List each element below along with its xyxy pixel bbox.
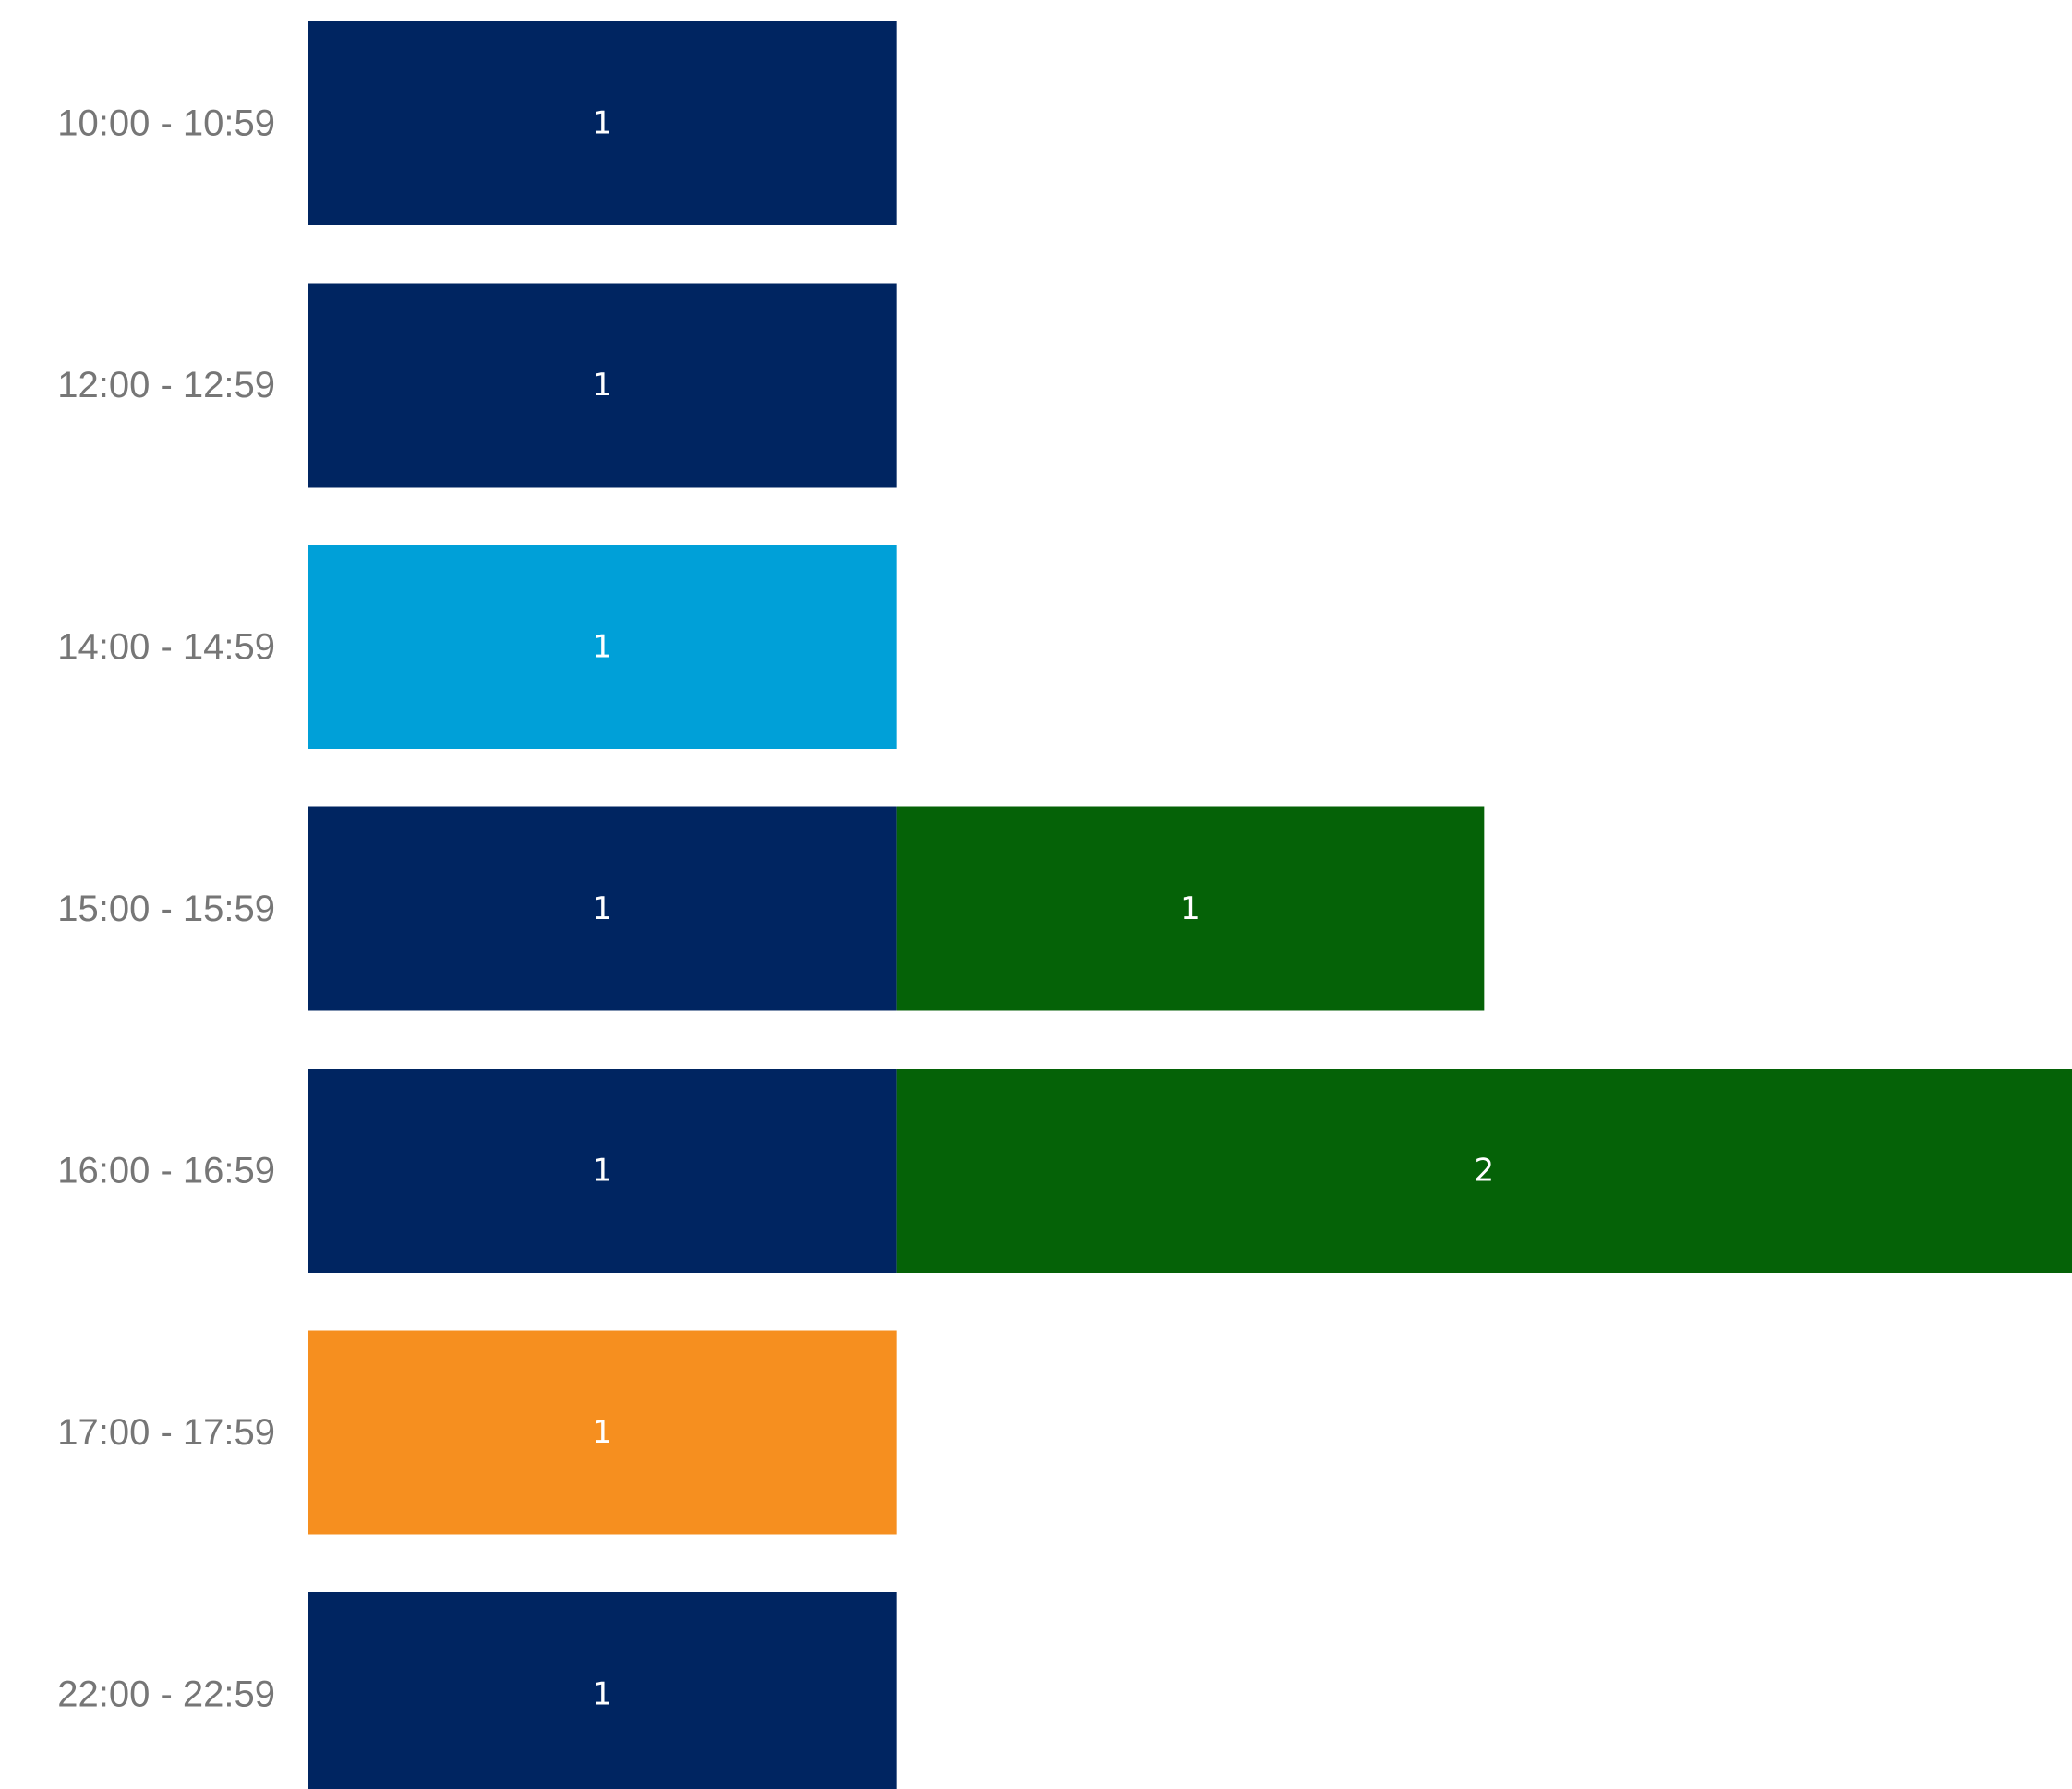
bar-segment [308, 1069, 897, 1273]
category-label: 17:00 - 17:59 [57, 1412, 275, 1453]
bar-segment [308, 283, 897, 488]
bar-value-label: 1 [593, 1153, 613, 1190]
bar-value-label: 1 [593, 1676, 613, 1713]
bar-value-label: 1 [593, 629, 613, 666]
category-labels: 10:00 - 10:59 12:00 - 12:59 14:00 - 14:59 1… [57, 103, 275, 1715]
bar-value-label: 1 [1180, 890, 1200, 927]
category-label: 12:00 - 12:59 [57, 365, 275, 405]
bar-segment [308, 545, 897, 749]
bars [308, 21, 2072, 1789]
value-labels: 1 1 1 1 1 1 2 1 1 [593, 105, 1495, 1713]
category-label: 16:00 - 16:59 [57, 1151, 275, 1191]
bar-segment [308, 21, 897, 225]
category-label: 10:00 - 10:59 [57, 103, 275, 144]
bar-segment [308, 1592, 897, 1789]
bar-value-label: 2 [1475, 1153, 1495, 1190]
category-label: 22:00 - 22:59 [57, 1674, 275, 1715]
bar-segment [896, 806, 1485, 1011]
bar-value-label: 1 [593, 890, 613, 927]
category-label: 14:00 - 14:59 [57, 627, 275, 668]
bar-segment [308, 1330, 897, 1535]
bar-segment [308, 806, 897, 1011]
category-label: 15:00 - 15:59 [57, 888, 275, 929]
bar-value-label: 1 [593, 367, 613, 404]
bar-value-label: 1 [593, 1414, 613, 1451]
bar-segment [896, 1069, 2072, 1273]
bar-value-label: 1 [593, 105, 613, 142]
